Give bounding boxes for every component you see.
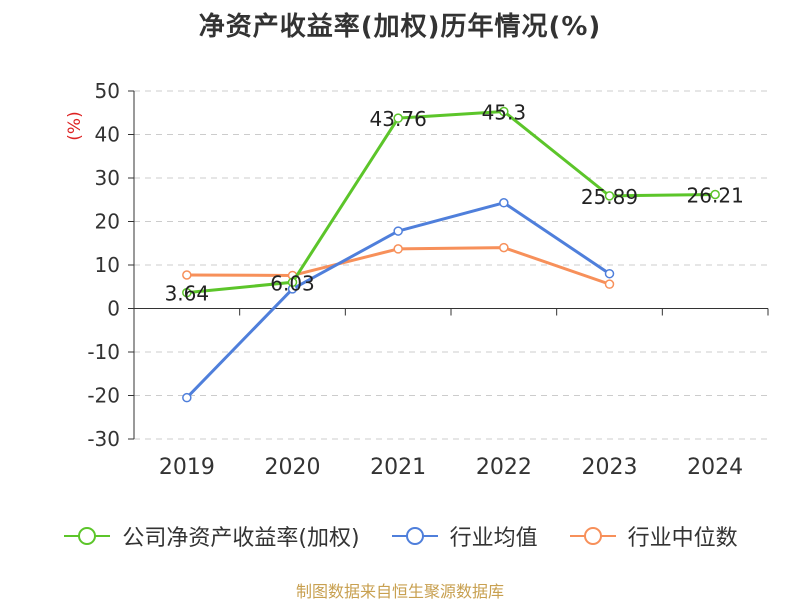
legend-item-company-roe[interactable]: 公司净资产收益率(加权) bbox=[62, 520, 360, 552]
data-point[interactable] bbox=[393, 244, 403, 254]
data-point[interactable] bbox=[604, 268, 615, 279]
y-tick-label: -10 bbox=[87, 340, 120, 364]
legend-label: 公司净资产收益率(加权) bbox=[122, 526, 360, 551]
legend-item-industry-median[interactable]: 行业中位数 bbox=[568, 520, 738, 552]
data-label: 25.89 bbox=[581, 185, 638, 209]
y-tick-label: 0 bbox=[107, 297, 120, 321]
data-label: 3.64 bbox=[165, 282, 210, 306]
y-tick-label: 10 bbox=[95, 253, 120, 277]
legend-item-industry-mean[interactable]: 行业均值 bbox=[390, 520, 538, 552]
data-point[interactable] bbox=[604, 191, 615, 201]
data-point[interactable] bbox=[393, 226, 403, 236]
chart-title: 净资产收益率(加权)历年情况(%) bbox=[198, 12, 602, 42]
y-tick-label: -30 bbox=[87, 427, 120, 451]
y-tick-label: -20 bbox=[87, 384, 120, 408]
y-tick-label: 50 bbox=[95, 79, 120, 103]
data-point[interactable] bbox=[604, 279, 615, 289]
data-point[interactable] bbox=[710, 189, 720, 200]
x-tick-label: 2020 bbox=[265, 455, 321, 480]
data-point[interactable] bbox=[182, 287, 192, 298]
legend-label: 行业均值 bbox=[449, 526, 538, 551]
data-point[interactable] bbox=[287, 277, 298, 288]
y-tick-label: 40 bbox=[95, 123, 120, 147]
data-point[interactable] bbox=[499, 242, 509, 253]
data-point[interactable] bbox=[182, 270, 192, 280]
legend-label: 行业中位数 bbox=[627, 526, 738, 551]
data-source-note: 制图数据来自恒生聚源数据库 bbox=[295, 582, 504, 601]
legend-marker-icon bbox=[64, 527, 111, 545]
legend-marker-icon bbox=[569, 527, 616, 545]
y-tick-label: 30 bbox=[95, 166, 120, 190]
y-tick-label: 20 bbox=[95, 210, 120, 234]
y-axis-label: (%) bbox=[65, 111, 85, 140]
x-tick-label: 2024 bbox=[687, 455, 743, 480]
line-chart: 50 40 30 20 10 0 -10 -20 -30 2019 2020 2021 2022 2023… bbox=[65, 79, 769, 480]
x-tick-label: 2021 bbox=[370, 455, 426, 480]
chart-legend: 公司净资产收益率(加权) 行业均值 行业中位数 bbox=[0, 520, 800, 552]
data-label: 43.76 bbox=[370, 107, 427, 131]
x-tick-label: 2022 bbox=[476, 455, 532, 480]
data-point[interactable] bbox=[499, 106, 509, 117]
data-point[interactable] bbox=[499, 198, 509, 208]
data-label: 45.3 bbox=[482, 100, 527, 124]
data-point[interactable] bbox=[182, 392, 192, 403]
series-line bbox=[186, 109, 716, 295]
legend-marker-icon bbox=[391, 527, 438, 545]
x-tick-label: 2019 bbox=[159, 455, 215, 480]
data-label: 6.03 bbox=[270, 271, 315, 295]
data-point[interactable] bbox=[393, 113, 403, 123]
data-label: 26.21 bbox=[687, 183, 744, 207]
x-tick-label: 2023 bbox=[582, 455, 638, 480]
